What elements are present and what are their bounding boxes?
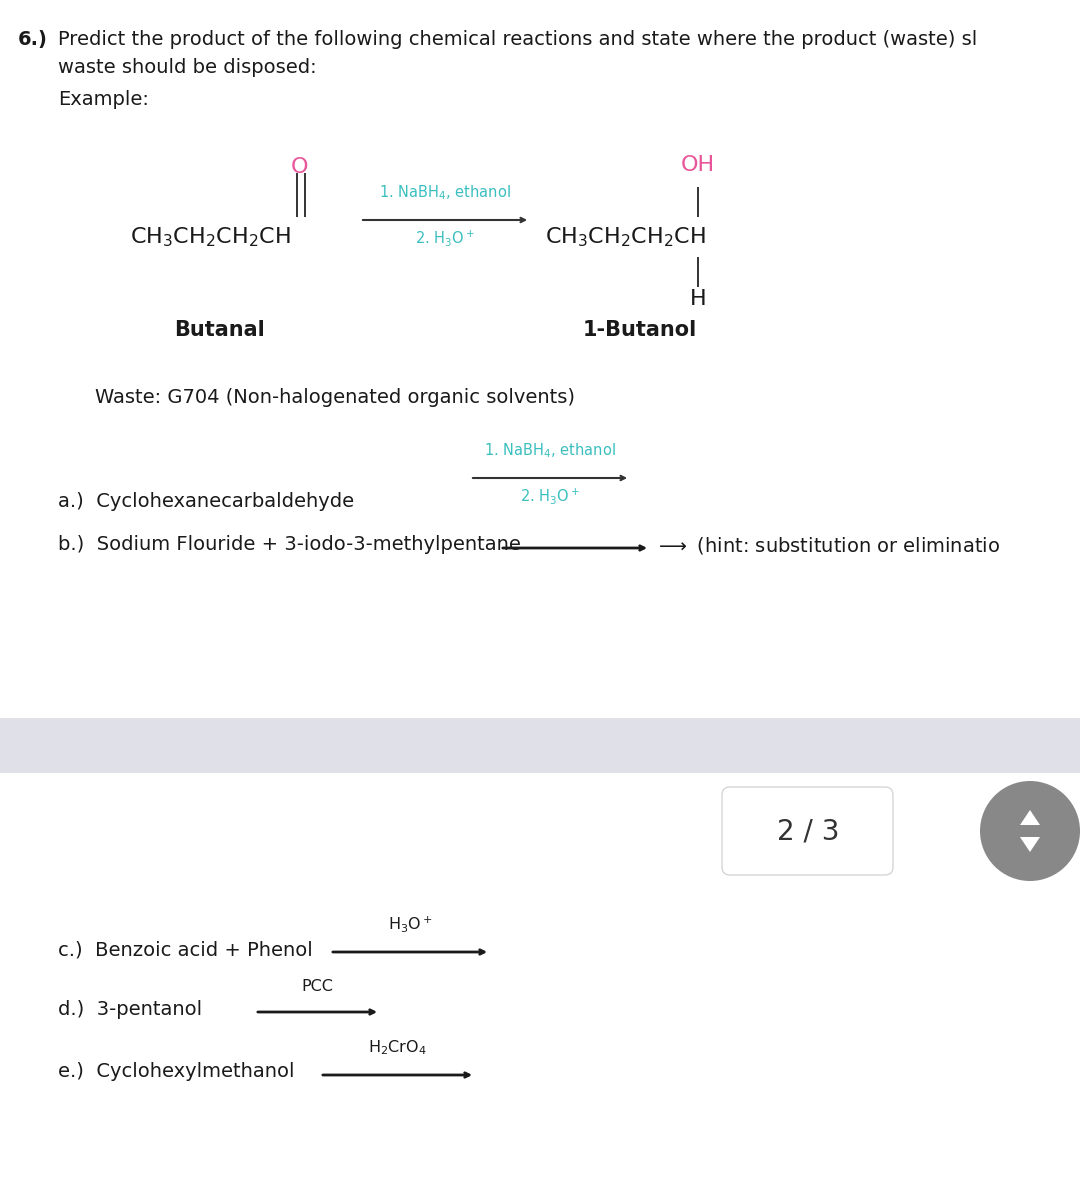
Text: 6.): 6.) [18, 30, 48, 49]
Bar [0, 718, 1080, 773]
Text: H: H [690, 289, 706, 309]
Text: 2. H$_3$O$^+$: 2. H$_3$O$^+$ [415, 228, 475, 248]
Text: b.)  Sodium Flouride + 3-iodo-3-methylpentane: b.) Sodium Flouride + 3-iodo-3-methylpen… [58, 535, 521, 554]
Text: waste should be disposed:: waste should be disposed: [58, 58, 316, 77]
Text: 1. NaBH$_4$, ethanol: 1. NaBH$_4$, ethanol [379, 183, 511, 201]
Text: H$_3$O$^+$: H$_3$O$^+$ [388, 914, 432, 934]
Text: H$_2$CrO$_4$: H$_2$CrO$_4$ [368, 1038, 427, 1058]
Text: CH$_3$CH$_2$CH$_2$CH: CH$_3$CH$_2$CH$_2$CH [130, 225, 291, 248]
Text: Butanal: Butanal [175, 320, 266, 341]
Text: 1-Butanol: 1-Butanol [583, 320, 697, 341]
Text: Example:: Example: [58, 90, 149, 109]
Text: 2 / 3: 2 / 3 [777, 817, 839, 845]
Text: 1. NaBH$_4$, ethanol: 1. NaBH$_4$, ethanol [484, 441, 616, 460]
Text: Predict the product of the following chemical reactions and state where the prod: Predict the product of the following che… [58, 30, 977, 49]
Text: 2. H$_3$O$^+$: 2. H$_3$O$^+$ [521, 486, 580, 506]
Polygon shape [1020, 811, 1040, 825]
Text: e.)  Cyclohexylmethanol: e.) Cyclohexylmethanol [58, 1062, 295, 1081]
Text: c.)  Benzoic acid + Phenol: c.) Benzoic acid + Phenol [58, 940, 313, 959]
Polygon shape [1020, 837, 1040, 852]
Ellipse shape [980, 781, 1080, 881]
Text: d.)  3-pentanol: d.) 3-pentanol [58, 1000, 202, 1019]
Text: O: O [292, 157, 309, 177]
Text: a.)  Cyclohexanecarbaldehyde: a.) Cyclohexanecarbaldehyde [58, 492, 354, 511]
Text: OH: OH [680, 155, 715, 175]
FancyBboxPatch shape [723, 787, 893, 875]
Text: CH$_3$CH$_2$CH$_2$CH: CH$_3$CH$_2$CH$_2$CH [545, 225, 706, 248]
Text: $\longrightarrow$ (hint: substitution or eliminatio: $\longrightarrow$ (hint: substitution or… [654, 535, 1000, 556]
Text: Waste: G704 (Non-halogenated organic solvents): Waste: G704 (Non-halogenated organic sol… [95, 388, 575, 406]
Text: PCC: PCC [301, 980, 334, 994]
